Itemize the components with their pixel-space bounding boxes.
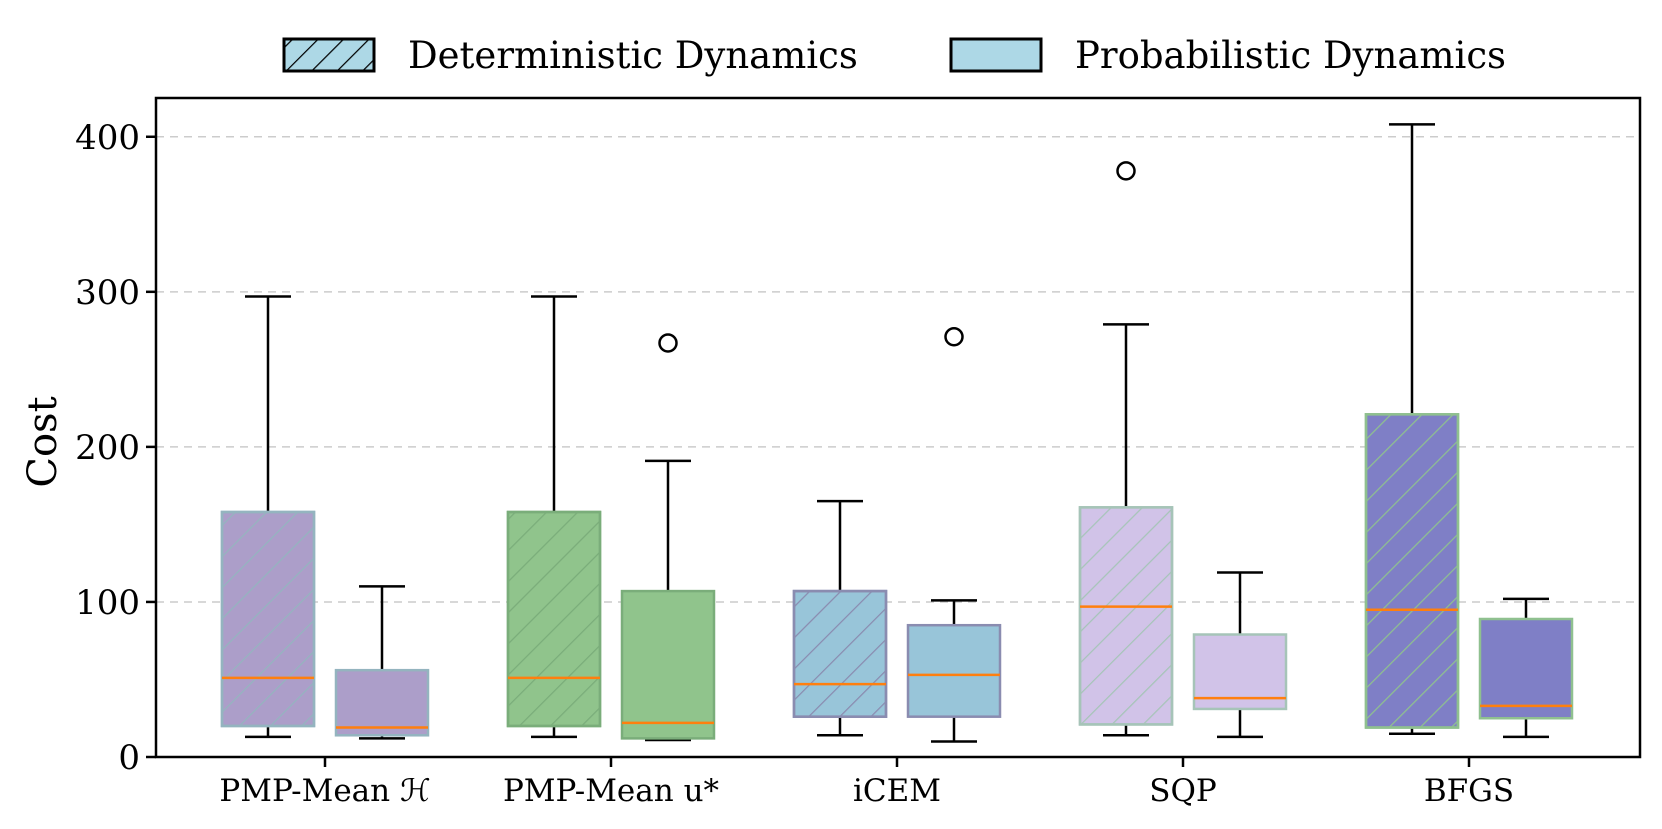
box-body [1192,633,1288,711]
box-deterministic [1364,123,1460,735]
y-ticks: 0 100 200 300 400 [75,118,156,778]
outlier-point [1116,161,1136,181]
legend: Deterministic Dynamics Probabilistic Dyn… [282,34,1506,77]
y-tick-label: 400 [75,118,140,158]
box-deterministic [220,295,316,739]
outlier-point [658,333,678,353]
box-deterministic [1078,161,1174,737]
x-tick-label: iCEM [853,773,941,809]
x-tick-label: PMP-Mean ℋ [219,773,430,809]
legend-label-deterministic: Deterministic Dynamics [408,34,858,77]
x-tick-label: PMP-Mean u* [503,773,719,809]
box-probabilistic [1192,571,1288,739]
box-hatch [1364,413,1460,729]
box-deterministic [792,499,888,737]
y-axis-label: Cost [20,396,66,487]
box-body [334,668,430,737]
box-body [620,589,716,740]
box-deterministic [506,295,602,739]
x-ticks: PMP-Mean ℋ PMP-Mean u* iCEM SQP BFGS [219,757,1514,809]
box-probabilistic [620,333,716,742]
box-hatch [506,510,602,728]
legend-item-probabilistic: Probabilistic Dynamics [949,34,1506,77]
box-body [906,623,1002,718]
y-tick-label: 200 [75,428,140,468]
legend-swatch-probabilistic [949,37,1043,73]
box-body [1478,617,1574,720]
y-tick-label: 300 [75,273,140,313]
boxes [220,123,1574,743]
box-hatch [1078,506,1174,726]
legend-swatch-hatch [282,37,376,73]
box-hatch [220,510,316,728]
box-hatch [792,589,888,718]
box-probabilistic [1478,597,1574,739]
box-probabilistic [334,585,430,740]
x-tick-label: BFGS [1424,773,1514,809]
outlier-point [944,327,964,347]
legend-item-deterministic: Deterministic Dynamics [282,34,858,77]
y-tick-label: 0 [118,738,140,778]
x-tick-label: SQP [1149,773,1217,809]
legend-label-probabilistic: Probabilistic Dynamics [1075,34,1506,77]
y-tick-label: 100 [75,583,140,623]
box-probabilistic [906,327,1002,743]
